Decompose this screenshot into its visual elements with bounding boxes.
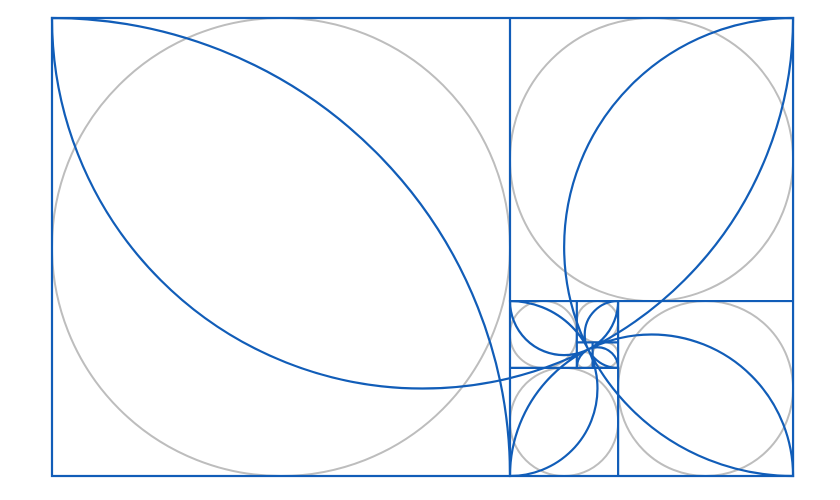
ghost-circle-1 xyxy=(510,18,793,301)
subdivision-lines xyxy=(510,18,793,476)
golden-spiral-svg xyxy=(0,0,840,500)
ghost-circles xyxy=(52,18,793,476)
ghost-circle-4 xyxy=(510,301,577,368)
ghost-circle-2 xyxy=(618,301,793,476)
ghost-circle-0 xyxy=(52,18,510,476)
ghost-circle-3 xyxy=(510,368,618,476)
outer-rectangle xyxy=(52,18,793,476)
golden-spiral-diagram xyxy=(0,0,840,500)
golden-spiral xyxy=(52,18,793,476)
